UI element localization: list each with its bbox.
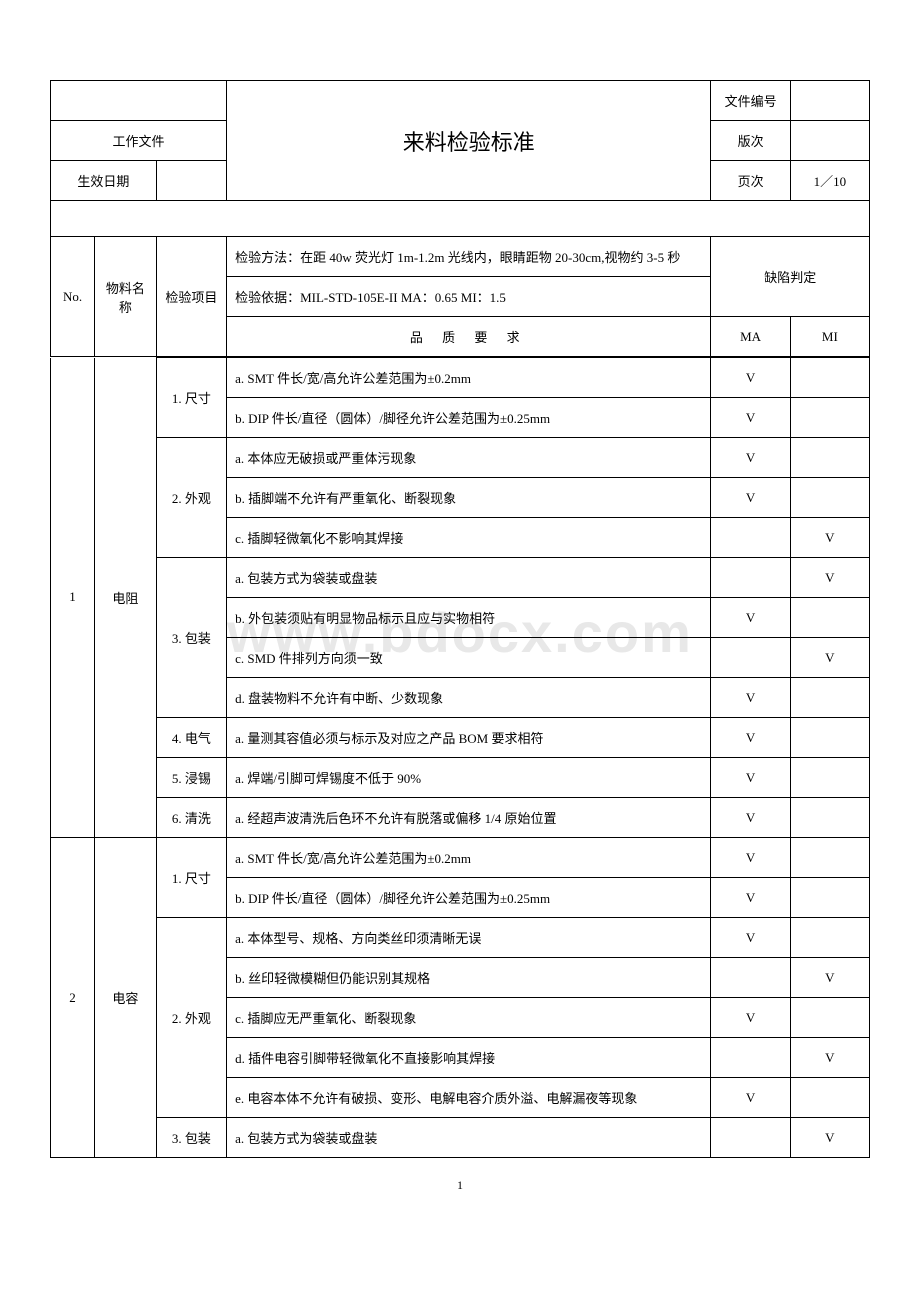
table-cell-item: 2. 外观 (156, 918, 226, 1118)
header-quality-req: 品 质 要 求 (227, 317, 711, 357)
table-cell-mi (790, 438, 869, 478)
table-cell-requirement: d. 插件电容引脚带轻微氧化不直接影响其焊接 (227, 1038, 711, 1078)
table-cell-ma: V (711, 678, 790, 718)
table-cell-no: 2 (51, 838, 95, 1158)
table-cell-requirement: c. 插脚应无严重氧化、断裂现象 (227, 998, 711, 1038)
table-cell-requirement: a. SMT 件长/宽/高允许公差范围为±0.2mm (227, 838, 711, 878)
version-label: 版次 (711, 121, 790, 161)
table-cell-ma: V (711, 718, 790, 758)
table-cell-ma: V (711, 478, 790, 518)
document-table: 来料检验标准 文件编号 工作文件 版次 生效日期 页次 1／10 No. 物料名… (50, 80, 870, 357)
table-cell-mi (790, 758, 869, 798)
table-cell-ma (711, 1118, 790, 1158)
table-cell-requirement: a. 包装方式为袋装或盘装 (227, 558, 711, 598)
table-cell-requirement: a. 焊端/引脚可焊锡度不低于 90% (227, 758, 711, 798)
data-table: 1电阻1. 尺寸a. SMT 件长/宽/高允许公差范围为±0.2mmVb. DI… (50, 357, 870, 1158)
table-cell-mi (790, 398, 869, 438)
table-cell-ma: V (711, 838, 790, 878)
table-cell-requirement: b. DIP 件长/直径（圆体）/脚径允许公差范围为±0.25mm (227, 398, 711, 438)
table-cell-requirement: b. 外包装须贴有明显物品标示且应与实物相符 (227, 598, 711, 638)
table-cell-requirement: a. 量测其容值必须与标示及对应之产品 BOM 要求相符 (227, 718, 711, 758)
table-cell-mi (790, 358, 869, 398)
header-ma: MA (711, 317, 790, 357)
table-cell-mi (790, 1078, 869, 1118)
header-no: No. (51, 237, 95, 357)
effective-date-value (156, 161, 226, 201)
table-cell-mi: V (790, 638, 869, 678)
table-cell-mi (790, 678, 869, 718)
table-cell-ma: V (711, 998, 790, 1038)
table-cell-item: 1. 尺寸 (156, 358, 226, 438)
table-cell-item: 3. 包装 (156, 558, 226, 718)
table-cell-mi: V (790, 958, 869, 998)
table-cell-requirement: a. 包装方式为袋装或盘装 (227, 1118, 711, 1158)
header-blank-1 (51, 81, 227, 121)
table-cell-mi (790, 878, 869, 918)
table-cell-requirement: a. 本体型号、规格、方向类丝印须清晰无误 (227, 918, 711, 958)
header-mi: MI (790, 317, 869, 357)
table-cell-ma: V (711, 358, 790, 398)
document-title: 来料检验标准 (227, 81, 711, 201)
header-inspect-item: 检验项目 (156, 237, 226, 357)
table-cell-requirement: a. 经超声波清洗后色环不允许有脱落或偏移 1/4 原始位置 (227, 798, 711, 838)
page-value: 1／10 (790, 161, 869, 201)
table-cell-ma: V (711, 758, 790, 798)
table-cell-mi (790, 838, 869, 878)
work-file-label: 工作文件 (51, 121, 227, 161)
table-cell-requirement: b. 丝印轻微模糊但仍能识别其规格 (227, 958, 711, 998)
table-cell-mi (790, 998, 869, 1038)
effective-date-label: 生效日期 (51, 161, 157, 201)
table-cell-mi: V (790, 518, 869, 558)
table-cell-ma (711, 638, 790, 678)
table-cell-ma (711, 518, 790, 558)
header-material-name: 物料名称 (95, 237, 157, 357)
table-cell-ma (711, 1038, 790, 1078)
table-cell-item: 4. 电气 (156, 718, 226, 758)
doc-number-value (790, 81, 869, 121)
table-cell-requirement: a. 本体应无破损或严重体污现象 (227, 438, 711, 478)
table-cell-ma: V (711, 1078, 790, 1118)
table-cell-item: 6. 清洗 (156, 798, 226, 838)
table-cell-no: 1 (51, 358, 95, 838)
page-number: 1 (50, 1178, 870, 1193)
doc-number-label: 文件编号 (711, 81, 790, 121)
table-cell-ma: V (711, 438, 790, 478)
table-cell-mi (790, 718, 869, 758)
table-cell-mi (790, 918, 869, 958)
table-cell-requirement: d. 盘装物料不允许有中断、少数现象 (227, 678, 711, 718)
table-cell-mi (790, 798, 869, 838)
table-cell-item: 1. 尺寸 (156, 838, 226, 918)
table-cell-mi: V (790, 1118, 869, 1158)
header-method: 检验方法：在距 40w 荧光灯 1m-1.2m 光线内，眼睛距物 20-30cm… (227, 237, 711, 277)
table-cell-mi (790, 598, 869, 638)
table-cell-item: 2. 外观 (156, 438, 226, 558)
header-defect-judge: 缺陷判定 (711, 237, 870, 317)
page-label: 页次 (711, 161, 790, 201)
table-cell-item: 3. 包装 (156, 1118, 226, 1158)
table-cell-mi: V (790, 1038, 869, 1078)
table-cell-item: 5. 浸锡 (156, 758, 226, 798)
table-cell-material: 电阻 (95, 358, 157, 838)
table-cell-requirement: c. SMD 件排列方向须一致 (227, 638, 711, 678)
table-cell-mi (790, 478, 869, 518)
table-cell-requirement: b. 插脚端不允许有严重氧化、断裂现象 (227, 478, 711, 518)
table-cell-requirement: b. DIP 件长/直径（圆体）/脚径允许公差范围为±0.25mm (227, 878, 711, 918)
table-cell-ma: V (711, 918, 790, 958)
table-cell-requirement: c. 插脚轻微氧化不影响其焊接 (227, 518, 711, 558)
table-cell-ma: V (711, 598, 790, 638)
table-cell-requirement: e. 电容本体不允许有破损、变形、电解电容介质外溢、电解漏夜等现象 (227, 1078, 711, 1118)
table-cell-material: 电容 (95, 838, 157, 1158)
separator-row (51, 201, 870, 237)
table-cell-ma: V (711, 398, 790, 438)
table-cell-ma: V (711, 878, 790, 918)
table-cell-ma (711, 558, 790, 598)
version-value (790, 121, 869, 161)
table-cell-requirement: a. SMT 件长/宽/高允许公差范围为±0.2mm (227, 358, 711, 398)
table-cell-ma (711, 958, 790, 998)
header-basis: 检验依据：MIL-STD-105E-II MA：0.65 MI：1.5 (227, 277, 711, 317)
table-cell-mi: V (790, 558, 869, 598)
table-cell-ma: V (711, 798, 790, 838)
